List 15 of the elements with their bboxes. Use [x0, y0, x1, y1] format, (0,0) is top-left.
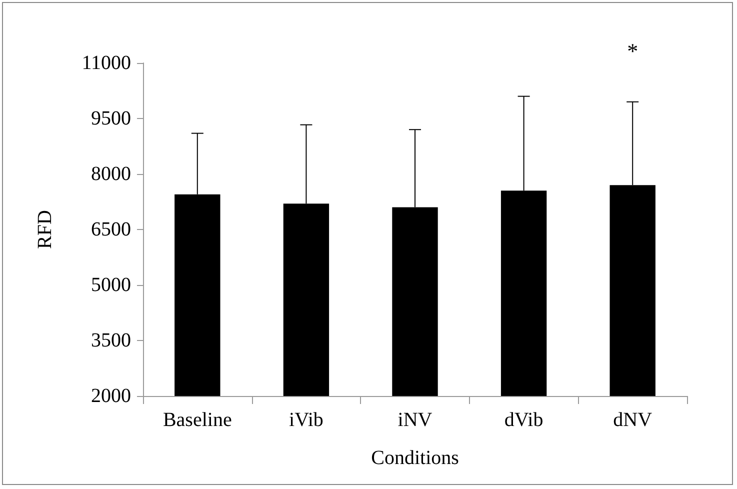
x-tick-label: Baseline — [162, 409, 232, 431]
y-tick-label: 8000 — [91, 163, 131, 185]
y-axis-title: RFD — [34, 210, 56, 249]
y-tick-label: 3500 — [91, 330, 131, 352]
x-tick-label: iVib — [289, 409, 324, 431]
y-tick-label: 6500 — [91, 218, 131, 240]
y-tick-label: 9500 — [91, 108, 131, 130]
x-tick-label: dVib — [504, 409, 544, 431]
annotation: * — [627, 38, 638, 64]
x-tick-label: dNV — [613, 409, 653, 431]
x-axis-title: Conditions — [371, 447, 460, 469]
x-tick-label: iNV — [398, 409, 433, 431]
y-tick-label: 5000 — [91, 274, 131, 296]
y-tick-label: 11000 — [82, 52, 131, 74]
y-tick-label: 2000 — [91, 385, 131, 407]
